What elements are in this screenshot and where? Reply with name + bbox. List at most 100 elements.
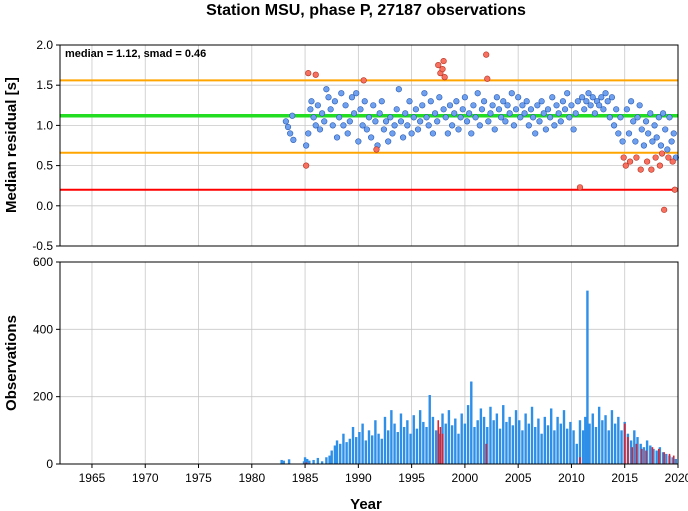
residual-point-blue — [331, 98, 339, 105]
observation-bar-blue — [303, 457, 307, 464]
residual-point-blue — [370, 102, 377, 109]
residual-point-blue — [399, 134, 407, 141]
residual-point-blue — [519, 102, 526, 109]
observation-bar-blue — [562, 410, 566, 464]
observation-bar-blue — [361, 423, 364, 464]
observation-bar-blue — [575, 443, 578, 464]
observation-bar-blue — [466, 405, 470, 464]
residual-point-blue — [423, 114, 430, 121]
residual-point-red — [484, 75, 491, 82]
residual-point-blue — [476, 122, 483, 129]
observation-bar-blue — [556, 416, 559, 464]
observation-bar-blue — [610, 410, 614, 464]
observation-bar-blue — [418, 410, 422, 464]
observation-bar-blue — [671, 457, 674, 464]
observation-bar-blue — [345, 442, 348, 464]
residual-point-blue — [623, 106, 630, 113]
residual-point-blue — [393, 106, 400, 113]
observation-bar-blue — [527, 423, 531, 464]
residual-point-blue — [598, 94, 605, 101]
observations-bars — [280, 290, 678, 464]
observation-bar-blue — [665, 453, 668, 464]
residual-point-red — [648, 166, 655, 173]
residual-point-blue — [628, 98, 635, 105]
residual-point-blue — [325, 94, 332, 101]
observation-bar-blue — [530, 406, 534, 464]
residual-point-red — [643, 158, 651, 165]
observation-bar-blue — [655, 450, 658, 464]
residual-point-blue — [350, 110, 358, 117]
observation-bar-blue — [428, 394, 431, 464]
residual-point-blue — [523, 98, 530, 105]
observation-bar-blue — [521, 430, 524, 464]
residual-point-blue — [382, 118, 390, 125]
observation-bar-blue — [569, 421, 572, 464]
residual-point-blue — [282, 118, 289, 125]
residual-point-blue — [425, 122, 432, 129]
residual-point-blue — [359, 122, 366, 129]
residual-point-blue — [549, 94, 556, 101]
observation-bar-blue — [586, 290, 589, 464]
residual-point-blue — [327, 106, 334, 113]
observation-bar-blue — [661, 452, 665, 464]
observation-bar-blue — [374, 420, 377, 464]
observation-bar-red — [631, 447, 633, 464]
residual-point-blue — [387, 114, 394, 121]
residual-point-blue — [440, 106, 447, 113]
observation-bar-blue — [355, 437, 358, 464]
observation-bar-blue — [620, 430, 623, 464]
year-x-tick-label: 1975 — [185, 471, 212, 485]
residual-point-blue — [613, 106, 620, 113]
observation-bar-blue — [415, 428, 419, 464]
residual-y-tick-label: 0.0 — [36, 199, 53, 213]
residual-point-red — [626, 158, 634, 165]
residual-point-blue — [619, 138, 626, 145]
residual-point-blue — [472, 114, 479, 121]
observation-bar-red — [668, 453, 671, 464]
residual-point-blue — [444, 130, 451, 137]
residual-point-red — [652, 154, 659, 161]
residual-point-red — [483, 51, 490, 58]
observation-bar-blue — [597, 406, 601, 464]
observation-bar-blue — [495, 413, 499, 464]
observation-bar-red — [485, 443, 488, 464]
residual-point-blue — [466, 110, 473, 117]
residual-point-blue — [636, 102, 643, 109]
observation-bar-blue — [367, 430, 371, 464]
observation-bar-blue — [540, 433, 543, 464]
residual-point-red — [439, 66, 446, 73]
residual-point-blue — [284, 123, 292, 131]
residual-point-blue — [596, 102, 603, 109]
residual-point-blue — [625, 130, 633, 137]
residual-point-blue — [553, 102, 560, 109]
residual-point-blue — [649, 138, 656, 145]
observation-bar-blue — [328, 455, 331, 464]
residual-point-red — [441, 74, 448, 81]
residual-point-blue — [517, 114, 524, 121]
residual-point-blue — [290, 136, 297, 143]
observation-bar-blue — [543, 416, 547, 464]
observation-bar-blue — [518, 420, 521, 464]
residual-point-blue — [412, 106, 419, 113]
residual-point-blue — [591, 110, 598, 117]
observation-bar-blue — [514, 410, 518, 464]
residual-point-blue — [568, 102, 575, 109]
observation-bar-blue — [351, 426, 355, 464]
residual-point-blue — [417, 118, 424, 125]
residual-point-blue — [493, 94, 500, 101]
residual-point-blue — [608, 94, 616, 101]
residual-point-blue — [380, 126, 388, 133]
residual-point-blue — [468, 130, 475, 137]
residual-point-blue — [617, 114, 624, 121]
observation-bar-blue — [559, 423, 562, 464]
observation-bar-red — [441, 433, 444, 464]
observation-bar-blue — [450, 425, 454, 464]
residual-plot-area — [60, 45, 678, 246]
observation-bar-blue — [572, 430, 575, 464]
year-x-tick-label: 2010 — [558, 471, 585, 485]
observation-bar-blue — [553, 430, 556, 464]
residual-point-red — [637, 166, 644, 173]
observation-bar-blue — [390, 410, 393, 464]
residual-point-blue — [606, 114, 613, 121]
observation-bar-blue — [447, 410, 451, 464]
